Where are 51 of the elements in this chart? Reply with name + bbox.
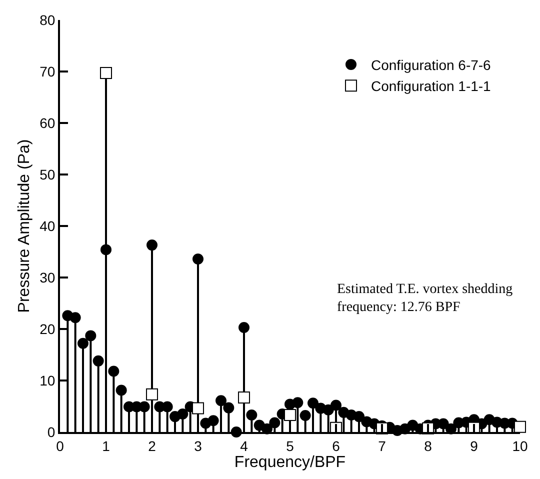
point (308, 398, 318, 409)
point (223, 402, 234, 414)
x-tick-label: 2 (148, 438, 156, 454)
y-tick-label: 30 (40, 269, 56, 286)
point (269, 417, 280, 428)
y-tick-label: 60 (40, 114, 56, 131)
point (177, 408, 188, 420)
point (330, 400, 342, 411)
point (292, 397, 304, 408)
legend-label: Configuration 6-7-6 (371, 56, 492, 73)
legend-label: Configuration 1-1-1 (371, 78, 492, 94)
x-tick-label: 8 (424, 438, 432, 454)
point (216, 395, 226, 406)
x-tick-label: 3 (194, 438, 202, 454)
x-tick-label: 10 (512, 438, 528, 454)
x-tick-label: 1 (102, 438, 110, 454)
x-tick-label: 9 (470, 438, 478, 454)
y-tick-label: 50 (40, 166, 56, 182)
point (146, 388, 158, 400)
point (146, 240, 158, 251)
point (85, 330, 96, 342)
y-tick-label: 0 (47, 424, 56, 440)
point (208, 415, 219, 426)
x-tick-label: 5 (286, 438, 294, 454)
x-tick-label: 7 (378, 438, 386, 454)
y-tick-label: 80 (40, 12, 56, 28)
y-tick-label: 40 (40, 218, 56, 234)
y-tick-label: 70 (40, 63, 56, 80)
point (238, 392, 250, 404)
point (78, 338, 88, 349)
point (354, 411, 364, 422)
annotation: Estimated T.E. vortex shedding frequency: 12.76 BPF (337, 282, 513, 316)
point (284, 409, 296, 422)
x-tick-label: 4 (240, 438, 248, 454)
x-tick-label: 6 (332, 438, 340, 454)
point (192, 402, 204, 414)
y-tick-label: 10 (40, 372, 56, 388)
point (246, 410, 258, 421)
point (514, 420, 526, 433)
x-axis-title: Frequency/BPF (234, 454, 346, 471)
point (192, 253, 204, 264)
point (116, 384, 127, 396)
point (322, 404, 334, 416)
y-tick-label: 20 (40, 320, 56, 337)
point (100, 67, 112, 80)
point (92, 355, 104, 366)
point (238, 322, 250, 333)
y-axis-title: Pressure Amplitude (Pa) (16, 139, 34, 313)
point (70, 312, 81, 324)
point (300, 410, 311, 422)
point (108, 366, 120, 377)
